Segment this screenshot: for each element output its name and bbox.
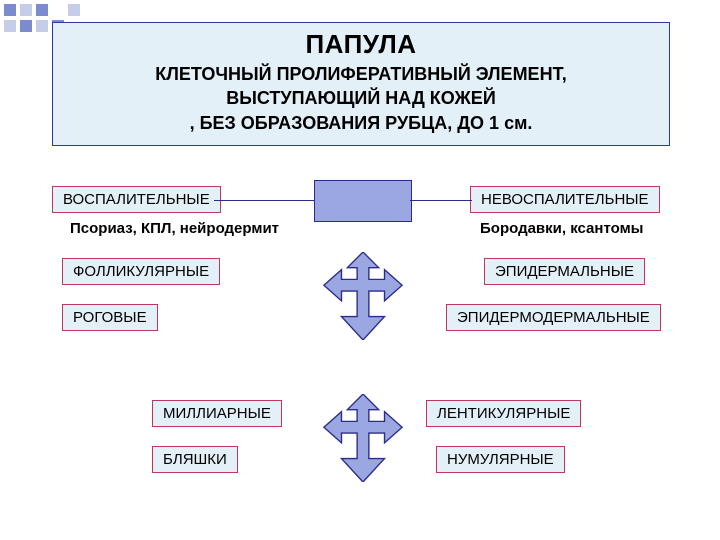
caption-right: Бородавки, ксантомы (480, 220, 643, 237)
title-main: ПАПУЛА (61, 29, 661, 60)
label-horny: РОГОВЫЕ (62, 304, 158, 331)
cross-arrow-icon (314, 252, 412, 340)
label-miliary: МИЛЛИАРНЫЕ (152, 400, 282, 427)
connector-right (410, 200, 472, 201)
center-box (314, 180, 412, 222)
connector-left (214, 200, 314, 201)
label-plaques: БЛЯШКИ (152, 446, 238, 473)
title-box: ПАПУЛА КЛЕТОЧНЫЙ ПРОЛИФЕРАТИВНЫЙ ЭЛЕМЕНТ… (52, 22, 670, 146)
label-follicular: ФОЛЛИКУЛЯРНЫЕ (62, 258, 220, 285)
label-epidermodermal: ЭПИДЕРМОДЕРМАЛЬНЫЕ (446, 304, 661, 331)
caption-left: Псориаз, КПЛ, нейродермит (70, 220, 279, 237)
label-nummular: НУМУЛЯРНЫЕ (436, 446, 565, 473)
label-noninflammatory: НЕВОСПАЛИТЕЛЬНЫЕ (470, 186, 660, 213)
label-epidermal: ЭПИДЕРМАЛЬНЫЕ (484, 258, 645, 285)
label-lenticular: ЛЕНТИКУЛЯРНЫЕ (426, 400, 581, 427)
label-inflammatory: ВОСПАЛИТЕЛЬНЫЕ (52, 186, 221, 213)
title-sub: КЛЕТОЧНЫЙ ПРОЛИФЕРАТИВНЫЙ ЭЛЕМЕНТ, ВЫСТУ… (61, 62, 661, 135)
cross-arrow-icon (314, 394, 412, 482)
